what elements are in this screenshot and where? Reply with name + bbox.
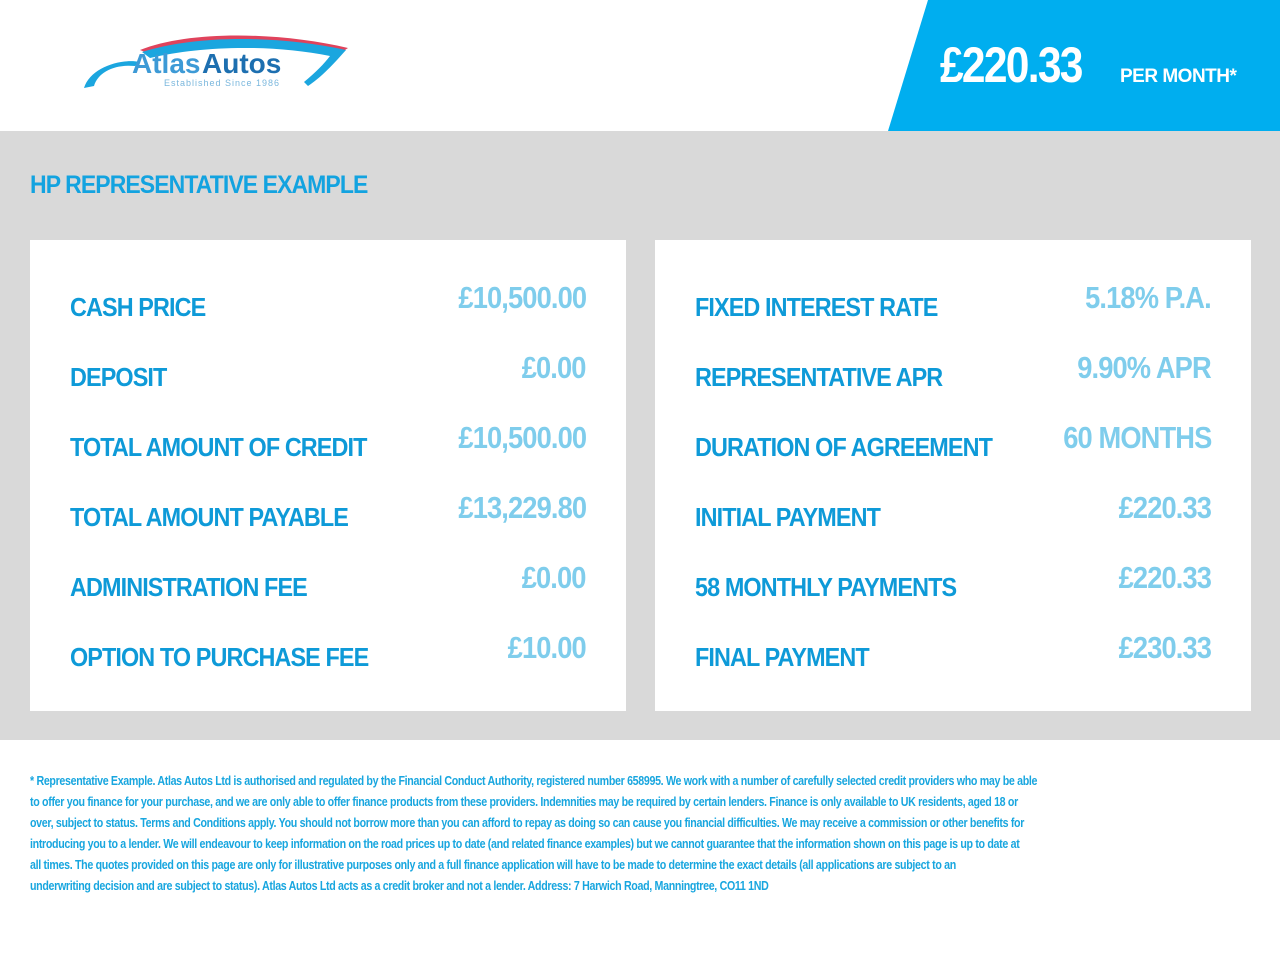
finance-value: £220.33 [1118,490,1212,525]
finance-example-panel: HP REPRESENTATIVE EXAMPLE CASH PRICE £10,… [0,131,1280,740]
atlas-autos-logo: Atlas Autos Established Since 1986 [84,35,348,88]
finance-label: TOTAL AMOUNT PAYABLE [70,502,349,532]
header: Atlas Autos Established Since 1986 £220.… [0,0,1280,131]
finance-row: DURATION OF AGREEMENT 60 MONTHS [695,420,1212,490]
finance-value: £0.00 [522,560,587,595]
finance-row: REPRESENTATIVE APR 9.90% APR [695,350,1212,420]
finance-value: £10,500.00 [458,420,587,455]
finance-label: REPRESENTATIVE APR [695,362,943,392]
section-title: HP REPRESENTATIVE EXAMPLE [30,171,368,199]
finance-value: 60 MONTHS [1062,420,1212,455]
disclaimer-line: all times. The quotes provided on this p… [30,857,956,872]
finance-label: DURATION OF AGREEMENT [695,432,993,462]
finance-value: 9.90% APR [1077,350,1211,385]
finance-value: 5.18% P.A. [1085,280,1212,315]
finance-value: £10.00 [507,630,587,665]
finance-value: £220.33 [1118,560,1212,595]
finance-row: INITIAL PAYMENT £220.33 [695,490,1212,560]
finance-row: FIXED INTEREST RATE 5.18% P.A. [695,280,1212,350]
finance-label: FIXED INTEREST RATE [695,292,938,322]
finance-row: TOTAL AMOUNT OF CREDIT £10,500.00 [70,420,587,490]
finance-value: £10,500.00 [458,280,587,315]
svg-text:Autos: Autos [202,48,281,79]
per-month-label: PER MONTH* [1120,66,1237,87]
disclaimer-line: over, subject to status. Terms and Condi… [30,815,1025,830]
disclaimer-line: to offer you finance for your purchase, … [30,794,1018,809]
finance-row: ADMINISTRATION FEE £0.00 [70,560,587,630]
monthly-price: £220.33 [940,37,1083,93]
finance-row: FINAL PAYMENT £230.33 [695,630,1212,700]
finance-label: FINAL PAYMENT [695,642,870,672]
finance-value: £0.00 [522,350,587,385]
disclaimer-line: underwriting decision and are subject to… [30,878,769,893]
finance-label: OPTION TO PURCHASE FEE [70,642,369,672]
finance-card-right: FIXED INTEREST RATE 5.18% P.A. REPRESENTAT… [655,240,1251,711]
finance-label: CASH PRICE [70,292,206,322]
finance-value: £13,229.80 [458,490,587,525]
finance-value: £230.33 [1118,630,1212,665]
finance-row: DEPOSIT £0.00 [70,350,587,420]
finance-label: ADMINISTRATION FEE [70,572,308,602]
finance-label: TOTAL AMOUNT OF CREDIT [70,432,367,462]
finance-label: DEPOSIT [70,362,167,392]
finance-row: OPTION TO PURCHASE FEE £10.00 [70,630,587,700]
disclaimer: * Representative Example. Atlas Autos Lt… [30,770,1250,896]
disclaimer-line: * Representative Example. Atlas Autos Lt… [30,773,1038,788]
finance-card-left: CASH PRICE £10,500.00 DEPOSIT £0.00 TOTAL AM… [30,240,626,711]
finance-label: INITIAL PAYMENT [695,502,881,532]
disclaimer-line: introducing you to a lender. We will end… [30,836,1020,851]
finance-row: 58 MONTHLY PAYMENTS £220.33 [695,560,1212,630]
finance-row: CASH PRICE £10,500.00 [70,280,587,350]
monthly-price-banner: £220.33 PER MONTH* [888,0,1280,131]
logo-text: Atlas [132,48,200,79]
finance-label: 58 MONTHLY PAYMENTS [695,572,957,602]
svg-text:Established Since 1986: Established Since 1986 [164,78,280,88]
finance-row: TOTAL AMOUNT PAYABLE £13,229.80 [70,490,587,560]
